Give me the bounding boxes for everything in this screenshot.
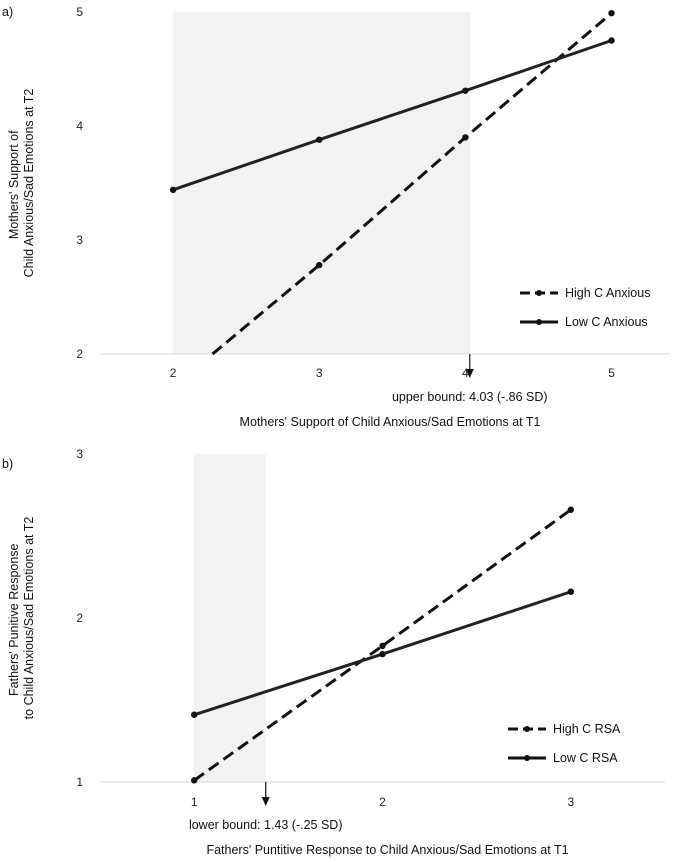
panel-a-y-tick-2: 2 <box>76 347 83 361</box>
panel-a-legend-item-high-c-anxious: High C Anxious <box>520 286 650 300</box>
panel-b-y-tick-2: 2 <box>76 611 83 625</box>
panel-b-legend-marker-dashed <box>524 726 530 732</box>
panel-b-y-axis-label-line-2: to Child Anxious/Sad Emotions at T2 <box>22 517 36 720</box>
panel-a-y-axis-label-line-1: Mothers' Support of <box>7 130 21 239</box>
panel-a-legend: High C Anxious Low C Anxious <box>520 286 650 329</box>
panel-a-series-0-point-1 <box>316 261 323 269</box>
panel-a-legend-marker-solid <box>536 319 542 325</box>
panel-a-y-tick-5: 5 <box>76 5 83 19</box>
panel-a-series-1-point-0 <box>169 186 177 194</box>
panel-a-shaded-region <box>173 12 470 354</box>
panel-a-y-tick-labels: 2 3 4 5 <box>76 5 83 361</box>
panel-b-x-tick-1: 1 <box>191 795 198 809</box>
panel-b-x-tick-2: 2 <box>379 795 386 809</box>
panel-b-legend-label-low: Low C RSA <box>553 751 618 765</box>
panel-a-legend-marker-dashed <box>536 290 542 296</box>
panel-a-y-axis-label: Mothers' Support of Child Anxious/Sad Em… <box>7 89 36 278</box>
panel-a-legend-label-low: Low C Anxious <box>565 315 648 329</box>
panel-b-series-0-line <box>193 508 572 782</box>
panel-a-series-0-point-3 <box>608 9 615 17</box>
panel-b-bound-arrow-head <box>261 797 270 806</box>
panel-b-y-tick-3: 3 <box>76 447 83 461</box>
panel-b-legend-marker-solid <box>524 755 530 761</box>
panel-b-legend-label-high: High C RSA <box>553 722 621 736</box>
panel-a-series-1-point-1 <box>316 136 323 143</box>
panel-a-x-tick-3: 3 <box>316 366 323 380</box>
panel-a-x-tick-labels: 2 3 4 5 <box>170 366 615 380</box>
panel-a-x-tick-5: 5 <box>608 366 615 380</box>
panel-b-series-0-point-0 <box>190 777 198 784</box>
panel-b-x-tick-labels: 1 2 3 <box>191 795 575 809</box>
panel-b-legend-item-high-c-rsa: High C RSA <box>508 722 621 736</box>
panel-b-series-0-point-1 <box>379 642 386 650</box>
panel-b-legend: High C RSA Low C RSA <box>508 722 621 765</box>
panel-a-legend-item-low-c-anxious: Low C Anxious <box>520 315 648 329</box>
panel-a-x-tick-2: 2 <box>170 366 177 380</box>
panel-b-bound-label: lower bound: 1.43 (-.25 SD) <box>189 818 343 832</box>
panel-a-y-tick-4: 4 <box>76 119 83 133</box>
panel-a-y-axis-label-line-2: Child Anxious/Sad Emotions at T2 <box>22 89 36 278</box>
panel-b-shaded-region <box>194 454 266 782</box>
panel-a-x-axis-label: Mothers' Support of Child Anxious/Sad Em… <box>240 415 541 429</box>
panel-b-y-axis-label-line-1: Fathers' Punitive Response <box>7 543 21 696</box>
panel-b-x-axis-label: Fathers' Puntitive Response to Child Anx… <box>206 843 568 857</box>
panel-b-legend-item-low-c-rsa: Low C RSA <box>508 751 618 765</box>
panel-b: b) 1 2 3 1 2 3 lower bound: 1.43 (-.25 SD) F… <box>2 447 665 857</box>
panel-a: a) 2 3 4 5 2 3 4 5 upper bound: 4.03 (-.86 SD)… <box>2 5 670 429</box>
panel-a-bound-arrow <box>465 354 474 378</box>
panel-a-series <box>169 9 615 356</box>
panel-b-series <box>190 506 575 784</box>
panel-a-y-tick-3: 3 <box>76 233 83 247</box>
panel-a-series-1-point-3 <box>608 37 615 44</box>
panel-b-series-0-point-2 <box>567 506 575 513</box>
panel-b-series-1-point-0 <box>190 711 198 718</box>
panel-a-series-1-point-2 <box>462 87 469 94</box>
panel-a-legend-label-high: High C Anxious <box>565 286 650 300</box>
panel-a-label: a) <box>2 5 13 19</box>
panel-a-bound-arrow-head <box>465 369 474 378</box>
panel-b-label: b) <box>2 457 13 471</box>
panel-b-series-1-point-2 <box>567 588 575 595</box>
panel-a-series-1-line <box>172 39 613 192</box>
panel-a-series-0-line <box>211 11 613 356</box>
panel-b-bound-arrow <box>261 782 270 806</box>
panel-a-bound-label: upper bound: 4.03 (-.86 SD) <box>392 390 548 404</box>
panel-b-y-tick-labels: 1 2 3 <box>76 447 83 789</box>
panel-a-x-tick-4: 4 <box>462 366 469 380</box>
panel-b-y-tick-1: 1 <box>76 775 83 789</box>
panel-a-series-0-point-2 <box>462 134 469 141</box>
panel-b-series-1-point-1 <box>379 650 386 658</box>
panel-b-x-tick-3: 3 <box>567 795 574 809</box>
panel-b-y-axis-label: Fathers' Punitive Response to Child Anxi… <box>7 517 36 720</box>
